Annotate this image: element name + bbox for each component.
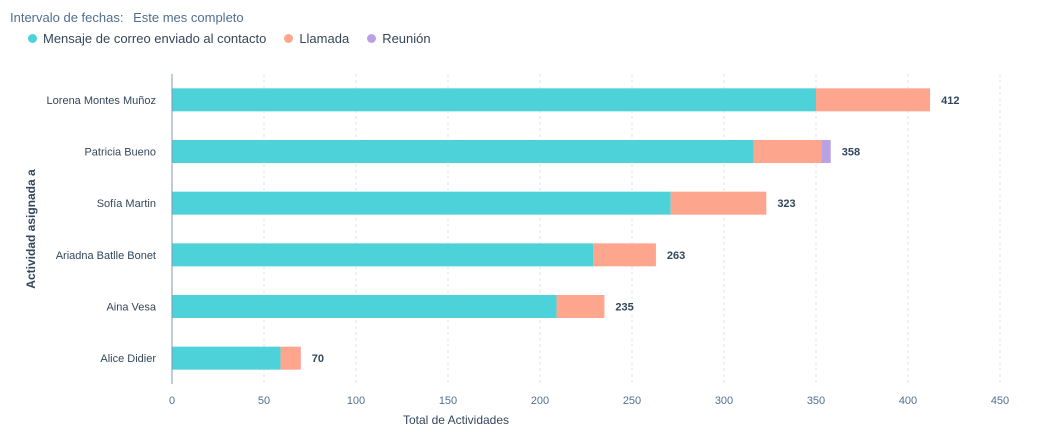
bar-segment-3-0 xyxy=(172,243,594,267)
legend-label-call: Llamada xyxy=(299,31,350,46)
x-tick-label-400: 400 xyxy=(899,395,917,407)
category-label-1: Patricia Bueno xyxy=(84,147,156,159)
legend-swatch-call xyxy=(284,34,294,43)
bar-segment-1-1 xyxy=(753,140,822,163)
total-label-2: 323 xyxy=(777,198,795,210)
x-tick-label-0: 0 xyxy=(169,395,175,407)
category-label-0: Lorena Montes Muñoz xyxy=(47,95,156,107)
date-range-filter[interactable]: Intervalo de fechas: Este mes completo xyxy=(10,10,244,25)
bar-segment-1-0 xyxy=(172,140,754,163)
bar-segment-4-1 xyxy=(556,295,605,318)
x-tick-label-100: 100 xyxy=(347,395,365,407)
x-tick-label-300: 300 xyxy=(715,395,733,407)
total-label-0: 412 xyxy=(941,95,959,107)
x-tick-label-150: 150 xyxy=(439,395,457,407)
total-label-4: 235 xyxy=(615,302,633,314)
bar-segment-3-1 xyxy=(593,243,656,267)
total-label-3: 263 xyxy=(667,250,685,262)
bar-segment-5-1 xyxy=(280,346,301,370)
legend-item-email[interactable]: Mensaje de correo enviado al contacto xyxy=(28,31,266,46)
total-label-1: 358 xyxy=(842,147,860,159)
chart-legend: Mensaje de correo enviado al contacto Ll… xyxy=(28,31,431,46)
x-axis-title: Total de Actividades xyxy=(403,413,509,427)
legend-item-meeting[interactable]: Reunión xyxy=(367,31,431,46)
legend-item-call[interactable]: Llamada xyxy=(284,31,349,46)
bar-segment-1-2 xyxy=(821,140,831,163)
x-tick-label-200: 200 xyxy=(531,395,549,407)
x-tick-label-450: 450 xyxy=(991,395,1009,407)
total-label-5: 70 xyxy=(312,353,324,365)
category-label-2: Sofía Martin xyxy=(97,198,156,210)
bar-segment-4-0 xyxy=(172,295,557,318)
legend-swatch-email xyxy=(28,34,37,43)
bar-segment-2-1 xyxy=(670,191,767,215)
legend-label-email: Mensaje de correo enviado al contacto xyxy=(43,31,267,46)
bar-segment-0-1 xyxy=(816,88,931,112)
bar-segment-0-0 xyxy=(172,88,816,112)
legend-swatch-meeting xyxy=(367,34,377,43)
bar-segment-2-0 xyxy=(172,191,671,215)
category-label-3: Ariadna Batlle Bonet xyxy=(56,250,156,262)
x-tick-label-50: 50 xyxy=(258,395,270,407)
category-label-5: Alice Didier xyxy=(100,353,156,365)
x-tick-label-350: 350 xyxy=(807,395,825,407)
legend-label-meeting: Reunión xyxy=(382,31,431,46)
category-label-4: Aina Vesa xyxy=(106,302,156,314)
x-tick-label-250: 250 xyxy=(623,395,641,407)
date-range-label: Intervalo de fechas: xyxy=(10,10,124,25)
bar-segment-5-0 xyxy=(172,346,281,370)
y-axis-title: Actividad asignada a xyxy=(24,169,38,289)
date-range-value: Este mes completo xyxy=(133,10,244,25)
